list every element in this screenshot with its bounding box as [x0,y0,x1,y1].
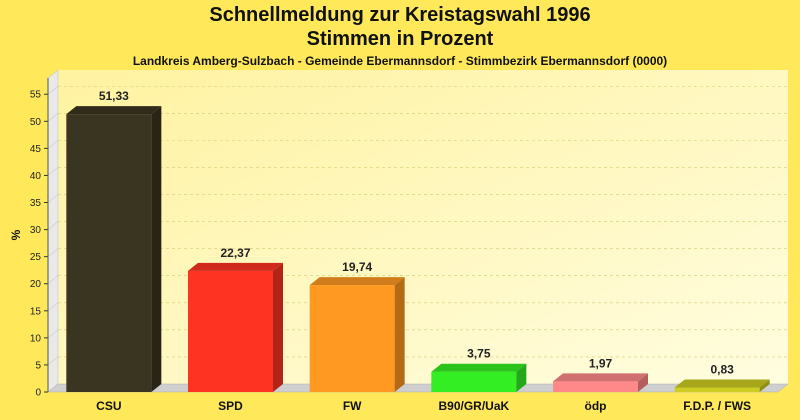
gridline-side [47,221,59,230]
chart-title: Schnellmeldung zur Kreistagswahl 1996 [209,4,591,26]
y-tick-label: 55 [30,90,42,101]
x-tick-label: ödp [585,399,607,413]
y-tick-label: 30 [30,225,42,236]
bar-side [151,106,162,393]
gridline-side [47,86,59,95]
x-tick-label: B90/GR/UaK [438,399,509,413]
x-tick-label: FW [343,399,362,413]
bar-side [394,277,405,392]
bar [674,379,770,392]
bar-top [553,373,648,382]
bar-value-label: 22,37 [220,246,250,260]
y-axis-label: % [9,229,23,240]
bar-side [516,363,527,392]
bar [431,363,527,392]
y-tick-label: 15 [30,306,42,317]
bar-front [309,285,395,392]
bar [553,373,648,392]
x-tick-label: CSU [96,399,121,413]
bar-side [273,262,283,392]
bar [188,262,283,392]
gridline-side [47,275,59,284]
y-tick-label: 25 [30,252,42,263]
bar [66,106,162,393]
bar-top [188,262,283,271]
bar-front [66,114,152,393]
bar-value-label: 19,74 [342,260,372,274]
gridline-side [47,113,59,122]
gridline-side [47,167,59,176]
bar-top [66,106,162,115]
y-tick-label: 0 [35,388,41,399]
chart-subtitle: Stimmen in Prozent [306,28,494,50]
bar [309,277,405,392]
bar-top [674,379,770,388]
bar-front [553,381,638,392]
bar-front [674,387,760,392]
gridline-side [47,329,59,339]
gridline-side [47,194,59,203]
bar-front [188,270,273,392]
y-tick-label: 5 [35,360,41,371]
gridline-side [47,356,59,366]
x-tick-label: F.D.P. / FWS [683,399,751,413]
bar-value-label: 1,97 [589,356,613,370]
chart-region-label: Landkreis Amberg-Sulzbach - Gemeinde Ebe… [132,54,668,68]
bar-top [431,363,527,372]
plot-left-wall [47,69,59,393]
gridline-side [47,302,59,311]
y-tick-label: 50 [30,117,42,128]
y-tick-label: 20 [30,279,42,290]
y-tick-label: 10 [30,333,42,344]
bar-value-label: 3,75 [467,347,491,361]
bar-value-label: 51,33 [99,89,129,103]
y-tick-label: 35 [30,198,42,209]
gridline-side [47,248,59,257]
bar-front [431,371,517,392]
y-tick-label: 45 [30,144,42,155]
plot-back-wall [58,70,788,384]
bar-value-label: 0,83 [710,363,734,377]
x-tick-label: SPD [218,399,243,413]
gridline-side [47,140,59,149]
bar-top [309,277,405,286]
y-tick-label: 40 [30,171,42,182]
bar-side [759,379,770,392]
bar-side [638,373,648,392]
